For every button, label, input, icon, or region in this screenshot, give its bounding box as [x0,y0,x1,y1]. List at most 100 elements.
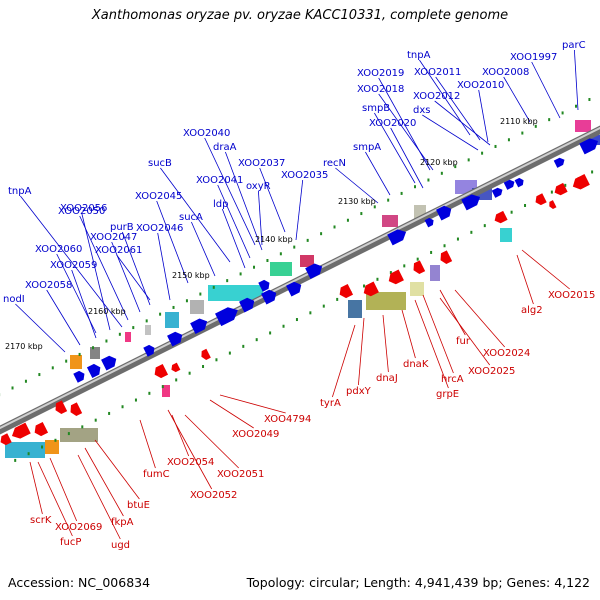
ruler-dot [27,452,30,456]
leader-line [439,297,491,366]
leader-line [156,200,189,284]
forward-gene-arrow [258,279,270,292]
forward-gene-arrow [101,355,117,371]
forward-gene-arrow [491,187,503,198]
kbp-tick-label: 2170 kbp [5,342,43,351]
gene-label-forward: XOO2050 [58,206,105,217]
gene-block [145,325,151,335]
leader-line [531,61,561,119]
gene-label-reverse: XOO2069 [55,522,102,533]
gene-label-reverse: hrcA [441,374,464,385]
ruler-dot [548,118,551,122]
reverse-gene-arrow [572,174,590,190]
leader-line [191,221,216,277]
gene-label-forward: XOO2018 [357,84,404,95]
ruler-dot [269,331,272,335]
leader-line [422,294,454,374]
ruler-dot [387,198,390,202]
leader-line [167,409,213,490]
ruler-dot [494,144,497,148]
ruler-dot [255,338,258,342]
ruler-dot [550,190,553,194]
forward-gene-arrow [286,281,302,297]
gene-label-forward: ldp [213,199,228,210]
ruler-dot [202,364,205,368]
gene-label-forward: smpB [362,103,390,114]
gene-block [190,300,204,314]
ruler-dot [54,438,57,442]
ruler-dot [121,405,124,409]
reverse-gene-arrow [55,400,68,415]
ruler-dot [534,124,537,128]
ruler-dot [430,250,433,254]
leader-line [160,167,231,263]
gene-label-forward: XOO2040 [183,128,230,139]
ruler-dot [400,191,403,195]
ruler-dot [11,386,14,390]
leader-line [219,394,286,414]
leader-line [434,100,491,146]
reverse-gene-arrow [0,433,12,446]
gene-label-forward: XOO2010 [457,80,504,91]
gene-label-forward: XOO2058 [25,280,72,291]
reverse-gene-arrow [413,260,426,275]
leader-line [81,212,111,331]
reverse-gene-arrow [70,402,83,417]
gene-label-forward: oxyR [246,181,271,192]
gene-label-forward: XOO2008 [482,67,529,78]
reverse-gene-arrow [201,348,211,361]
gene-label-forward: XOO1997 [510,52,557,63]
reverse-gene-arrow [440,250,453,265]
gene-label-reverse: XOO2025 [468,366,515,377]
gene-block [348,300,362,318]
leader-line [217,184,251,259]
forward-gene-arrow [86,363,101,379]
genome-title: Xanthomonas oryzae pv. oryzae KACC10331,… [91,8,509,23]
reverse-gene-arrow [34,421,49,437]
leader-line [258,190,263,246]
leader-line [374,112,416,184]
ruler-dot [94,418,97,422]
forward-gene-arrow [553,157,565,168]
gene-block [162,385,170,397]
leader-line [20,195,123,328]
ruler-dot [333,225,336,229]
gene-block [45,440,59,454]
forward-gene-arrow [73,370,85,383]
gene-label-reverse: fkpA [111,517,134,528]
gene-block [430,265,440,281]
ruler-dot [242,344,245,348]
gene-label-forward: XOO2011 [414,67,461,78]
ruler-dot [483,224,486,228]
ruler-dot [132,326,135,330]
gene-label-forward: XOO2060 [35,244,82,255]
ruler-dot [416,257,419,261]
ruler-dot [105,339,108,343]
reverse-gene-arrow [154,363,169,379]
gene-label-reverse: ugd [111,540,130,551]
ruler-dot [145,319,148,323]
gene-label-reverse: alg2 [521,305,543,316]
ruler-dot [293,245,296,249]
gene-label-reverse: XOO4794 [264,414,311,425]
forward-gene-arrow [461,194,481,211]
ruler-dot [376,277,379,281]
ruler-dot [306,238,309,242]
leader-line [46,289,81,346]
gene-label-reverse: fur [456,336,471,347]
reverse-gene-arrow [388,269,404,285]
gene-label-forward: XOO2019 [357,68,404,79]
kbp-tick-label: 2130 kbp [338,197,376,206]
kbp-tick-label: 2150 kbp [172,271,210,280]
gene-label-forward: nodI [3,294,25,305]
leader-line [335,167,379,204]
gene-label-forward: XOO2046 [136,223,183,234]
reverse-gene-arrow [554,182,568,196]
gene-block [5,442,45,458]
leader-line [259,167,286,233]
ruler-dot [65,359,68,363]
leader-line [225,151,263,251]
leader-line [516,254,534,305]
ruler-dot [320,232,323,236]
ruler-dot [403,264,406,268]
